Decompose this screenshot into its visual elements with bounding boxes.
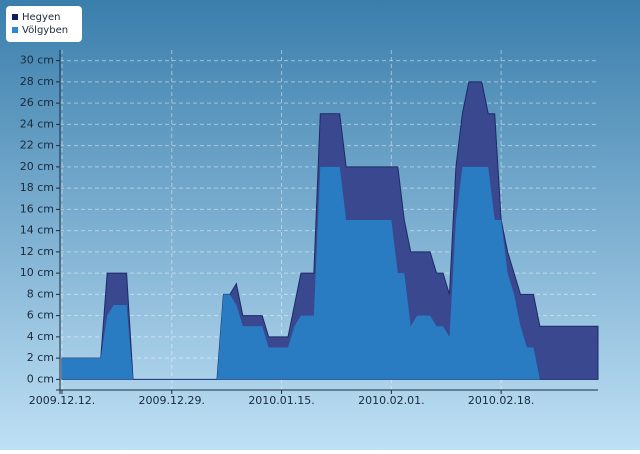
y-tick-label: 12 cm — [20, 245, 54, 258]
y-tick-label: 4 cm — [27, 330, 54, 343]
legend-swatch — [12, 27, 18, 33]
legend-label: Hegyen — [22, 12, 60, 23]
y-tick-label: 10 cm — [20, 266, 54, 279]
y-tick-label: 20 cm — [20, 160, 54, 173]
y-tick-label: 14 cm — [20, 224, 54, 237]
y-tick-label: 24 cm — [20, 117, 54, 130]
x-tick-label: 2009.12.12. — [29, 394, 95, 407]
y-tick-label: 6 cm — [27, 309, 54, 322]
x-tick-label: 2010.01.15. — [248, 394, 314, 407]
y-tick-label: 18 cm — [20, 181, 54, 194]
x-tick-label: 2009.12.29. — [139, 394, 205, 407]
legend-swatch — [12, 14, 18, 20]
y-tick-label: 16 cm — [20, 202, 54, 215]
y-tick-label: 26 cm — [20, 96, 54, 109]
y-tick-label: 30 cm — [20, 54, 54, 67]
y-tick-label: 8 cm — [27, 287, 54, 300]
y-tick-label: 22 cm — [20, 139, 54, 152]
x-tick-label: 2010.02.18. — [468, 394, 534, 407]
y-tick-label: 2 cm — [27, 351, 54, 364]
area — [62, 166, 598, 380]
y-tick-label: 0 cm — [27, 372, 54, 385]
y-tick-label: 28 cm — [20, 75, 54, 88]
legend-box — [6, 6, 82, 42]
legend-label: Völgyben — [22, 25, 68, 36]
x-tick-label: 2010.02.01. — [358, 394, 424, 407]
